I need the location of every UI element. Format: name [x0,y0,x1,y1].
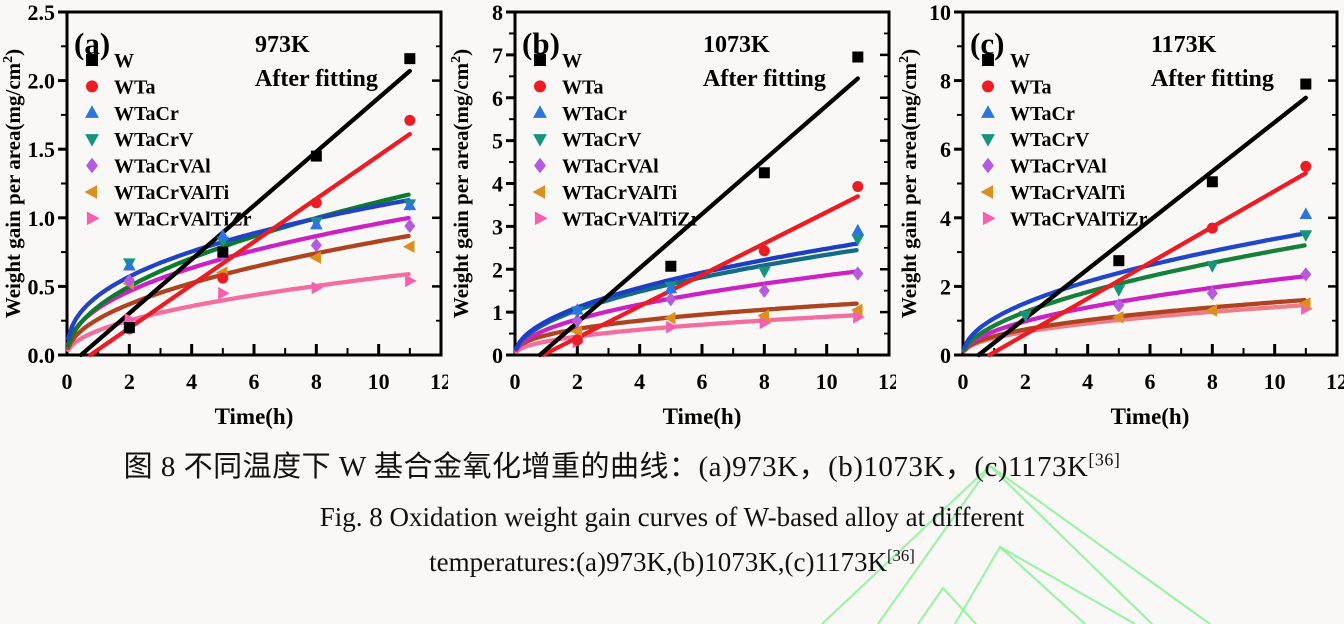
svg-text:10: 10 [368,369,390,394]
svg-text:0: 0 [492,343,503,368]
svg-text:WTaCrVAlTi: WTaCrVAlTi [1010,182,1126,204]
svg-text:4: 4 [940,206,951,231]
charts-row: 0 2 4 6 8 10 12 0.0 0.5 1.0 1.5 2.0 2.5 W WTa WTaCr WTaC… [1,0,1344,429]
caption-chinese: 图 8 不同温度下 W 基合金氧化增重的曲线：(a)973K，(b)1073K，… [0,443,1294,485]
svg-text:After fitting: After fitting [703,66,826,92]
svg-text:WTaCrVAlTiZr: WTaCrVAlTiZr [114,208,252,230]
svg-text:2.5: 2.5 [28,0,56,25]
svg-text:6: 6 [249,369,260,394]
caption-chinese-text: 图 8 不同温度下 W 基合金氧化增重的曲线：(a)973K，(b)1073K，… [123,451,1089,483]
svg-text:10: 10 [1264,369,1286,394]
svg-text:2: 2 [572,369,583,394]
svg-text:WTaCrVAlTiZr: WTaCrVAlTiZr [562,208,700,230]
svg-text:8: 8 [311,369,322,394]
svg-text:1173K: 1173K [1151,32,1217,58]
svg-text:2.0: 2.0 [28,69,56,94]
svg-text:After fitting: After fitting [1151,66,1274,92]
svg-text:12: 12 [430,369,448,394]
caption-english-line2: temperatures:(a)973K,(b)1073K,(c)1173K[3… [0,546,1344,578]
chart-panel-1073k: 0 2 4 6 8 10 12012345678WWTaWTaCrWTaCrVWTaCrVA… [449,0,896,429]
svg-text:10: 10 [929,0,951,25]
svg-text:1: 1 [492,300,503,325]
svg-text:(c): (c) [970,26,1004,61]
svg-text:WTaCrV: WTaCrV [114,129,194,151]
svg-text:2: 2 [1020,369,1031,394]
svg-text:WTaCrVAlTi: WTaCrVAlTi [114,182,230,204]
svg-text:WTaCrVAl: WTaCrVAl [1010,156,1107,178]
svg-text:0.5: 0.5 [28,274,56,299]
svg-text:6: 6 [1145,369,1156,394]
svg-text:8: 8 [759,369,770,394]
svg-text:(a): (a) [74,26,110,61]
svg-text:1.5: 1.5 [28,137,56,162]
svg-text:8: 8 [1207,369,1218,394]
svg-text:2: 2 [940,274,951,299]
svg-text:6: 6 [697,369,708,394]
svg-text:7: 7 [492,43,503,68]
svg-text:4: 4 [492,172,503,197]
svg-text:Weight gain per area(mg/cm2): Weight gain per area(mg/cm2) [897,49,921,318]
citation-ref-zh: [36] [1088,449,1121,470]
svg-text:Time(h): Time(h) [663,404,742,429]
svg-text:WTa: WTa [562,76,604,98]
svg-text:W: W [562,50,582,72]
figure-captions: 图 8 不同温度下 W 基合金氧化增重的曲线：(a)973K，(b)1073K，… [0,443,1344,578]
chart-panel-1173k: 0 2 4 6 8 10 12 0 2 4 6 8 10 W WTa WTaCr WTaCrV WTaCrVAl W… [897,0,1344,429]
svg-text:4: 4 [1082,369,1093,394]
svg-text:WTaCrVAl: WTaCrVAl [114,156,211,178]
svg-text:4: 4 [186,369,197,394]
svg-text:3: 3 [492,214,503,239]
svg-text:WTaCrVAl: WTaCrVAl [562,156,659,178]
svg-text:Weight gain per area(mg/cm2): Weight gain per area(mg/cm2) [449,49,473,318]
svg-text:12: 12 [1326,369,1344,394]
svg-text:10: 10 [816,369,838,394]
svg-text:6: 6 [492,86,503,111]
svg-text:Weight gain per area(mg/cm2): Weight gain per area(mg/cm2) [1,49,25,318]
svg-text:W: W [114,50,134,72]
svg-text:8: 8 [940,69,951,94]
svg-text:(b): (b) [522,26,560,61]
svg-text:1073K: 1073K [703,32,770,58]
svg-text:0: 0 [940,343,951,368]
svg-text:After fitting: After fitting [255,66,378,92]
svg-text:WTaCrV: WTaCrV [562,129,642,151]
svg-text:1.0: 1.0 [28,206,56,231]
svg-text:4: 4 [634,369,645,394]
svg-text:6: 6 [940,137,951,162]
svg-text:WTaCrVAlTi: WTaCrVAlTi [562,182,678,204]
svg-text:2: 2 [492,257,503,282]
svg-text:Time(h): Time(h) [1111,404,1190,429]
svg-text:WTa: WTa [114,76,156,98]
svg-text:WTaCr: WTaCr [562,103,627,125]
svg-text:8: 8 [492,0,503,25]
svg-text:WTaCr: WTaCr [114,103,179,125]
svg-text:0: 0 [510,369,521,394]
svg-text:973K: 973K [255,32,310,58]
svg-text:0: 0 [62,369,73,394]
svg-text:WTaCr: WTaCr [1010,103,1075,125]
caption-english-line1: Fig. 8 Oxidation weight gain curves of W… [319,502,1025,532]
svg-text:W: W [1010,50,1030,72]
caption-english-line2-text: temperatures:(a)973K,(b)1073K,(c)1173K [429,547,887,577]
svg-text:5: 5 [492,129,503,154]
svg-text:WTaCrV: WTaCrV [1010,129,1090,151]
svg-text:WTaCrVAlTiZr: WTaCrVAlTiZr [1010,208,1148,230]
svg-text:0.0: 0.0 [28,343,56,368]
svg-text:12: 12 [878,369,896,394]
citation-ref-en: [36] [886,546,915,565]
svg-text:WTa: WTa [1010,76,1052,98]
svg-text:0: 0 [958,369,969,394]
svg-text:Time(h): Time(h) [215,404,294,429]
chart-panel-973k: 0 2 4 6 8 10 12 0.0 0.5 1.0 1.5 2.0 2.5 W WTa WTaCr WTaC… [1,0,448,429]
svg-text:2: 2 [124,369,135,394]
